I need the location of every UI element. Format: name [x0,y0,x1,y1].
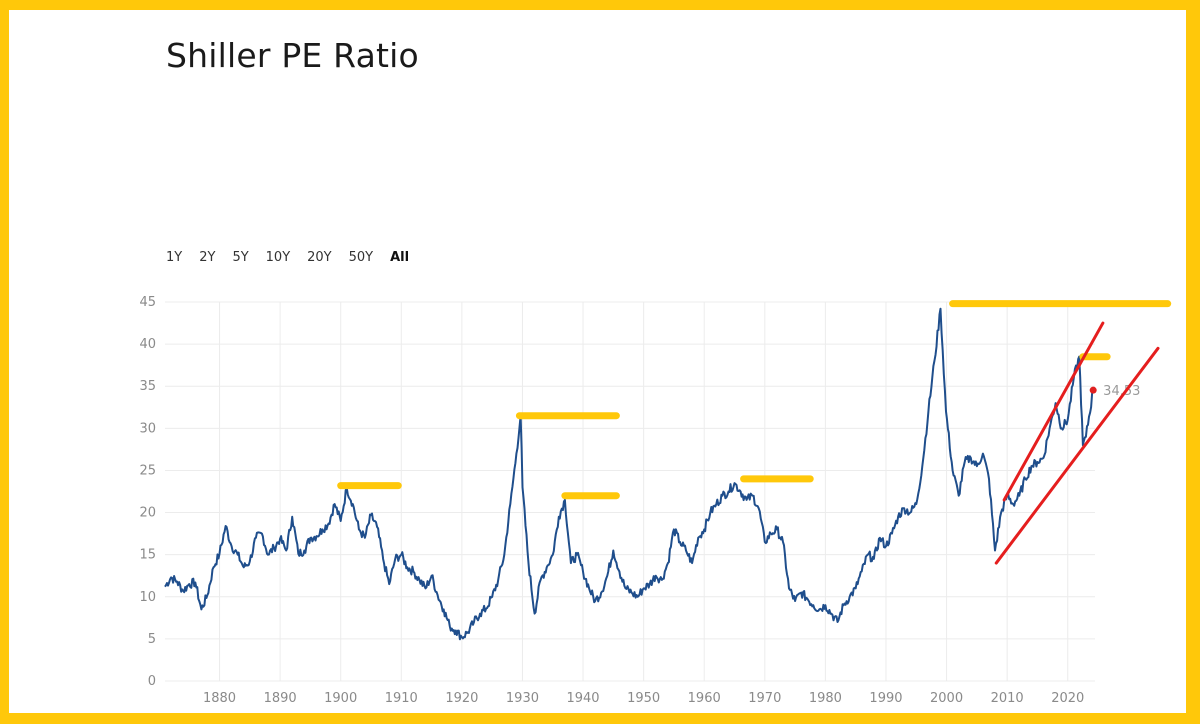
last-value-label: 34.53 [1103,384,1140,399]
chart-title: Shiller PE Ratio [166,36,419,75]
y-tick-label: 40 [139,337,156,352]
x-tick-label: 2000 [930,691,963,706]
x-tick-label: 1890 [264,691,297,706]
y-tick-label: 10 [139,590,156,605]
x-tick-label: 2010 [991,691,1024,706]
trendline [994,346,1160,565]
x-tick-label: 1950 [627,691,660,706]
y-tick-label: 0 [148,674,156,689]
pe-series-line [164,307,1095,641]
range-button-all[interactable]: All [390,250,410,265]
y-tick-label: 20 [139,506,156,521]
x-tick-label: 1930 [506,691,539,706]
y-tick-label: 5 [148,632,156,647]
range-button-50y[interactable]: 50Y [348,250,374,265]
trendline [1002,321,1105,502]
x-tick-label: 1910 [385,691,418,706]
y-tick-label: 35 [139,379,156,394]
range-button-5y[interactable]: 5Y [232,250,249,265]
y-tick-label: 45 [139,295,156,310]
range-button-20y[interactable]: 20Y [307,250,332,265]
range-selector: 1Y 2Y 5Y 10Y 20Y 50Y All [166,250,426,265]
x-tick-label: 1980 [809,691,842,706]
range-button-1y[interactable]: 1Y [166,250,183,265]
x-tick-label: 1960 [688,691,721,706]
x-tick-label: 1990 [869,691,902,706]
y-tick-label: 15 [139,548,156,563]
range-button-2y[interactable]: 2Y [199,250,216,265]
x-tick-label: 1920 [445,691,478,706]
x-tick-label: 1940 [566,691,599,706]
x-tick-label: 1880 [203,691,236,706]
x-tick-label: 2020 [1051,691,1084,706]
x-tick-label: 1900 [324,691,357,706]
range-button-10y[interactable]: 10Y [265,250,291,265]
y-tick-label: 30 [139,421,156,436]
last-value-marker [1089,386,1097,394]
y-tick-label: 25 [139,463,156,478]
x-tick-label: 1970 [748,691,781,706]
